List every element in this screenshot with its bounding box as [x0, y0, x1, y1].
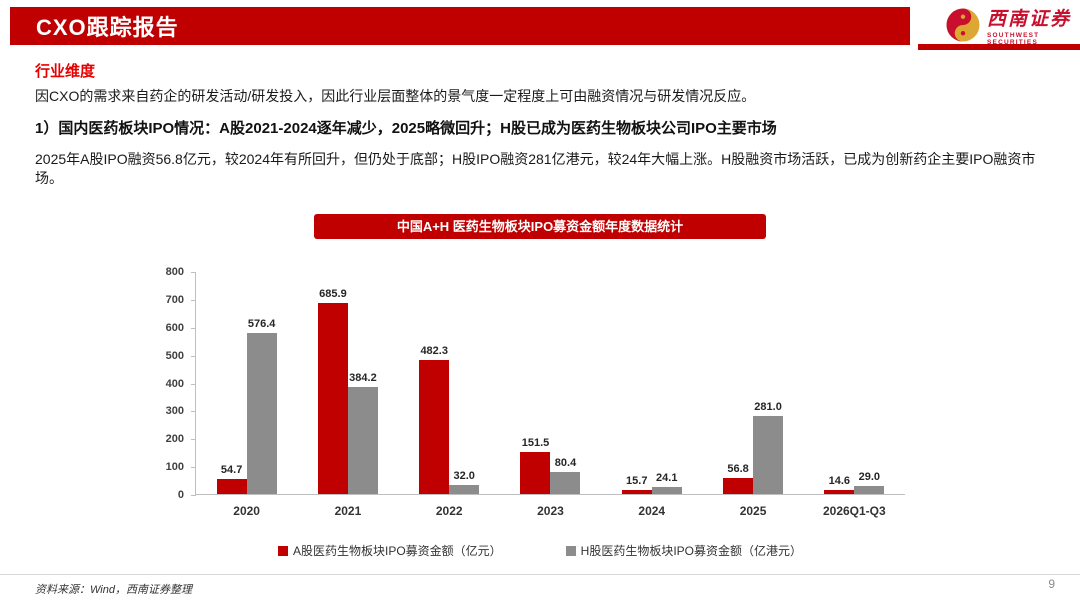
bar: 151.5	[520, 437, 551, 494]
y-axis-tick-label: 100	[165, 461, 184, 474]
y-axis-tick-mark	[191, 467, 196, 469]
logo-name: 西南证券	[987, 8, 1072, 30]
bar-value-label: 24.1	[656, 472, 678, 485]
y-axis-tick-label: 700	[165, 293, 184, 306]
category-label: 2021	[334, 504, 362, 518]
section-label: 行业维度	[35, 63, 96, 80]
y-axis-tick-mark	[191, 355, 196, 357]
bar-value-label: 15.7	[626, 474, 648, 487]
bar: 384.2	[347, 372, 378, 494]
y-axis-tick-mark	[191, 495, 196, 496]
page-number: 9	[1048, 577, 1055, 591]
legend-item-h-share: H股医药生物板块IPO募资金额（亿港元）	[565, 542, 803, 559]
bar-value-label: 54.7	[220, 463, 243, 476]
intro-text: 因CXO的需求来自药企的研发活动/研发投入，因此行业层面整体的景气度一定程度上可…	[35, 88, 756, 104]
bar: 24.1	[651, 472, 682, 494]
bar-value-label: 151.5	[521, 436, 550, 449]
bar: 32.0	[449, 470, 480, 494]
bar: 281.0	[753, 401, 784, 494]
bar-value-label: 80.4	[554, 456, 577, 469]
bar-groups: 54.7 576.4 2020 685.9 384.2 2021 482.3 32.0 2022…	[196, 272, 905, 518]
category-label: 2025	[739, 504, 767, 518]
category-label: 2026Q1-Q3	[822, 504, 886, 518]
y-axis-tick-label: 200	[165, 433, 184, 446]
bar-value-label: 281.0	[754, 400, 782, 413]
bar: 482.3	[419, 345, 450, 494]
y-axis-tick-label: 400	[165, 377, 184, 390]
y-axis-tick-mark	[191, 383, 196, 385]
legend-label-a-share: A股医药生物板块IPO募资金额（亿元）	[292, 544, 502, 558]
bar-value-label: 56.8	[727, 463, 749, 476]
body-paragraph: 2025年A股IPO融资56.8亿元，较2024年有所回升，但仍处于底部；H股I…	[35, 151, 1036, 186]
y-axis-tick-mark	[191, 411, 196, 413]
bar-value-label: 32.0	[453, 470, 475, 483]
category-label: 2024	[638, 504, 666, 518]
legend-item-a-share: A股医药生物板块IPO募资金额（亿元）	[277, 542, 502, 559]
bar-group: 15.7 24.1 2024	[601, 272, 702, 518]
company-logo: 西南证券 SOUTHWEST SECURITIES	[946, 8, 1080, 47]
legend-label-h-share: H股医药生物板块IPO募资金额（亿港元）	[580, 544, 803, 558]
logo-subtitle: SOUTHWEST SECURITIES	[987, 32, 1040, 46]
category-label: 2022	[435, 504, 463, 518]
bar-group: 14.6 29.0 2026Q1-Q3	[804, 272, 905, 518]
y-axis-tick-mark	[191, 272, 196, 273]
y-axis-tick-mark	[191, 327, 196, 329]
bar: 56.8	[723, 463, 754, 494]
bar: 29.0	[854, 471, 885, 494]
header-banner: CXO跟踪报告	[10, 7, 910, 45]
bar-value-label: 576.4	[247, 318, 276, 331]
bar: 685.9	[317, 288, 348, 494]
bar-value-label: 384.2	[349, 371, 377, 384]
legend-swatch-h-share	[565, 545, 576, 556]
bar: 54.7	[216, 464, 247, 494]
category-label: 2023	[537, 504, 564, 518]
bar-value-label: 685.9	[319, 287, 347, 300]
bar-value-label: 14.6	[828, 474, 851, 487]
y-axis-tick-mark	[191, 299, 196, 301]
header-accent-strip	[918, 44, 1080, 50]
footer-divider	[0, 574, 1080, 575]
bar-group: 54.7 576.4 2020	[196, 272, 297, 518]
bar: 15.7	[621, 475, 652, 494]
bar-group: 56.8 281.0 2025	[702, 272, 803, 518]
bar-value-label: 29.0	[858, 470, 881, 483]
bar-group: 482.3 32.0 2022	[399, 272, 500, 518]
category-label: 2020	[233, 504, 260, 518]
y-axis-tick-label: 0	[177, 489, 184, 501]
bar-group: 151.5 80.4 2023	[500, 272, 601, 518]
chart-title: 中国A+H 医药生物板块IPO募资金额年度数据统计	[314, 214, 766, 239]
bar-value-label: 482.3	[420, 344, 448, 357]
legend-swatch-a-share	[277, 545, 288, 556]
bar: 14.6	[824, 475, 855, 494]
bar: 576.4	[246, 318, 277, 494]
bar: 80.4	[550, 457, 581, 494]
section-heading: 1）国内医药板块IPO情况：A股2021-2024逐年减少，2025略微回升；H…	[35, 120, 777, 137]
bar-group: 685.9 384.2 2021	[297, 272, 398, 518]
chart-legend: A股医药生物板块IPO募资金额（亿元） H股医药生物板块IPO募资金额（亿港元）	[0, 542, 1080, 559]
swirl-logo-icon	[946, 8, 980, 47]
y-axis-tick-label: 800	[165, 266, 184, 278]
y-axis-tick-label: 500	[165, 349, 184, 362]
y-axis-tick-label: 300	[165, 405, 184, 418]
y-axis-tick-mark	[191, 439, 196, 441]
chart-plot: 0 100 200 300 400 500 600 700 800 54.7 576.4 2020 68…	[166, 266, 905, 518]
source-note: 资料来源：Wind，西南证券整理	[35, 584, 192, 596]
y-axis-tick-label: 600	[165, 321, 184, 334]
report-title: CXO跟踪报告	[36, 15, 179, 40]
